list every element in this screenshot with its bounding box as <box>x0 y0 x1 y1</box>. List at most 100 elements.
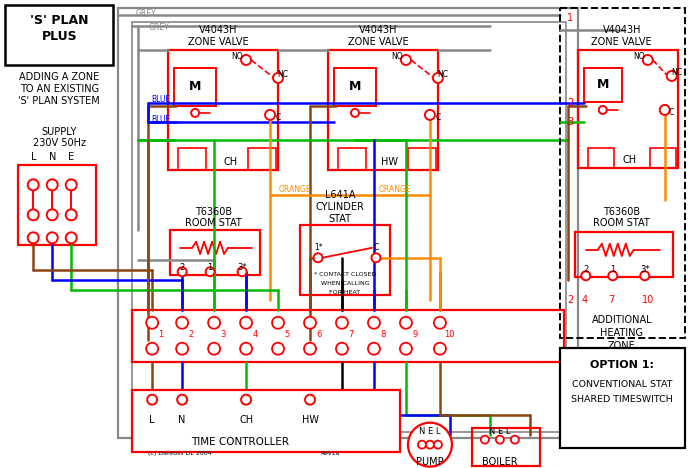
Bar <box>584 68 622 102</box>
Text: 9: 9 <box>413 330 417 339</box>
Text: 3: 3 <box>220 330 226 339</box>
Circle shape <box>401 55 411 65</box>
Text: M: M <box>349 80 361 94</box>
Circle shape <box>433 73 443 83</box>
Text: ADDITIONAL: ADDITIONAL <box>591 315 652 325</box>
Bar <box>248 148 276 170</box>
Text: L641A: L641A <box>325 190 355 200</box>
Circle shape <box>336 317 348 329</box>
Circle shape <box>146 317 158 329</box>
Circle shape <box>609 271 618 280</box>
Text: CONVENTIONAL STAT: CONVENTIONAL STAT <box>571 380 672 389</box>
Text: ORANGE: ORANGE <box>279 185 311 194</box>
Circle shape <box>511 436 519 444</box>
Circle shape <box>400 343 412 355</box>
Bar <box>174 68 216 106</box>
Circle shape <box>400 317 412 329</box>
Text: (c) Danfoss DL 2004: (c) Danfoss DL 2004 <box>148 451 212 456</box>
Text: STAT: STAT <box>328 214 351 224</box>
Bar <box>178 148 206 170</box>
Circle shape <box>273 73 283 83</box>
Text: ZONE VALVE: ZONE VALVE <box>188 37 248 47</box>
Text: HW: HW <box>302 415 319 424</box>
Text: 6: 6 <box>316 330 322 339</box>
Text: 2: 2 <box>188 330 194 339</box>
Text: 'S' PLAN: 'S' PLAN <box>30 15 88 28</box>
Circle shape <box>177 395 187 405</box>
Text: NC: NC <box>437 71 448 80</box>
Text: OPTION 1:: OPTION 1: <box>590 360 654 370</box>
Bar <box>578 50 678 168</box>
Circle shape <box>208 317 220 329</box>
Circle shape <box>272 343 284 355</box>
Text: 230V 50Hz: 230V 50Hz <box>32 138 86 148</box>
Circle shape <box>408 423 452 467</box>
Text: C: C <box>435 113 440 123</box>
Text: V4043H: V4043H <box>359 25 397 35</box>
Text: N E L: N E L <box>420 427 441 436</box>
Circle shape <box>237 267 246 276</box>
Circle shape <box>304 317 316 329</box>
Circle shape <box>66 209 77 220</box>
Circle shape <box>368 343 380 355</box>
Bar <box>132 390 400 452</box>
Text: 2: 2 <box>583 265 589 274</box>
Text: ORANGE: ORANGE <box>379 185 411 194</box>
Text: T6360B: T6360B <box>603 207 640 217</box>
Text: BLUE: BLUE <box>151 95 170 104</box>
Bar <box>472 428 540 466</box>
Text: WHEN CALLING: WHEN CALLING <box>321 281 369 286</box>
Text: 3*: 3* <box>237 263 247 272</box>
Text: 1: 1 <box>208 263 213 272</box>
Circle shape <box>496 436 504 444</box>
Text: ZONE VALVE: ZONE VALVE <box>348 37 408 47</box>
Circle shape <box>371 253 380 262</box>
Text: V4043H: V4043H <box>199 25 237 35</box>
Circle shape <box>581 271 591 280</box>
Text: L: L <box>150 415 155 424</box>
Text: E: E <box>68 152 75 162</box>
Circle shape <box>667 71 677 81</box>
Circle shape <box>66 179 77 190</box>
Text: N: N <box>48 152 56 162</box>
Circle shape <box>28 232 39 243</box>
Bar <box>170 230 260 275</box>
Text: ZONE VALVE: ZONE VALVE <box>591 37 652 47</box>
Bar <box>338 148 366 170</box>
Text: CYLINDER: CYLINDER <box>315 202 364 212</box>
Circle shape <box>481 436 489 444</box>
Text: 1: 1 <box>610 265 615 274</box>
Circle shape <box>47 179 58 190</box>
Text: SUPPLY: SUPPLY <box>41 127 77 137</box>
Text: 4: 4 <box>582 295 588 305</box>
Circle shape <box>47 232 58 243</box>
Text: 8: 8 <box>380 330 386 339</box>
Text: CH: CH <box>223 157 237 167</box>
Text: NC: NC <box>671 68 682 77</box>
Bar <box>300 225 390 295</box>
Text: HW: HW <box>382 157 398 167</box>
Text: CH: CH <box>622 155 637 165</box>
Text: ROOM STAT: ROOM STAT <box>593 218 650 228</box>
Bar <box>588 148 614 168</box>
Bar <box>334 68 376 106</box>
Circle shape <box>28 209 39 220</box>
Bar <box>575 232 673 277</box>
Circle shape <box>368 317 380 329</box>
Circle shape <box>240 343 252 355</box>
Text: ROOM STAT: ROOM STAT <box>185 218 242 228</box>
Text: 5: 5 <box>284 330 290 339</box>
Text: FOR HEAT: FOR HEAT <box>329 290 361 295</box>
Text: N E L: N E L <box>489 427 511 436</box>
Text: N: N <box>179 415 186 424</box>
Circle shape <box>265 110 275 120</box>
Circle shape <box>599 106 607 114</box>
Circle shape <box>418 441 426 449</box>
Bar <box>118 8 578 438</box>
Text: 2: 2 <box>179 263 185 272</box>
Text: NO: NO <box>231 52 243 61</box>
Text: PUMP: PUMP <box>416 457 444 467</box>
Bar <box>168 50 278 170</box>
Text: GREY: GREY <box>135 9 156 19</box>
Text: NO: NO <box>633 52 644 61</box>
